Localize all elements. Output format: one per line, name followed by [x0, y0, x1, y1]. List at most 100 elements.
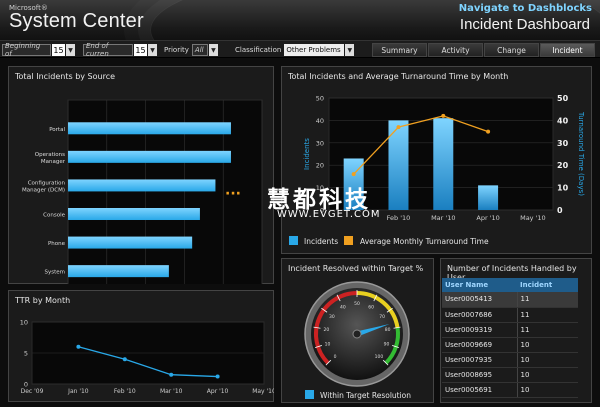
y-axis-label: Incidents — [303, 138, 311, 170]
tab-summary[interactable]: Summary — [372, 43, 427, 57]
gauge-tick — [315, 345, 322, 348]
chart-turnaround: 0 10 20 30 40 50 0 10 20 30 40 50 Incidents Turnaroun… — [289, 94, 585, 246]
x-tick-label: Jan '10 — [67, 388, 89, 395]
tab-incident[interactable]: Incident — [540, 43, 595, 57]
gauge-tick — [373, 294, 378, 302]
cell-incident: 11 — [517, 292, 578, 308]
gauge-tick-label: 60 — [368, 304, 374, 310]
table-row[interactable]: User0009669 10 — [442, 337, 578, 353]
y2-tick-label: 0 — [557, 206, 563, 215]
turnaround-point — [441, 113, 446, 118]
y-tick-label: 0 — [320, 207, 324, 215]
cell-incident: 11 — [517, 307, 578, 323]
end-day[interactable]: 15 — [134, 44, 147, 56]
panel-title-ttr: TTR by Month — [15, 296, 71, 305]
category-label: Configuration — [28, 180, 66, 186]
panel-title-source: Total Incidents by Source — [15, 72, 116, 81]
table-row[interactable]: User0007686 11 — [442, 307, 578, 323]
app-header: Microsoft® System Center Navigate to Das… — [0, 0, 600, 40]
priority-dropdown-icon[interactable]: ▼ — [208, 44, 218, 56]
beginning-date-filter: Beginning of 15 ▼ — [2, 42, 75, 58]
gauge-band — [356, 291, 400, 328]
bar — [478, 185, 499, 210]
gauge-tick-label: 90 — [384, 342, 390, 348]
end-dropdown-icon[interactable]: ▼ — [148, 44, 157, 56]
category-label: Portal — [49, 127, 65, 133]
turnaround-point — [486, 129, 491, 134]
gauge-tick-label: 100 — [375, 354, 384, 360]
end-date-filter: End of curren 15 ▼ — [83, 42, 157, 58]
x-tick-label: Apr '10 — [476, 214, 499, 222]
table-row[interactable]: User0008695 10 — [442, 367, 578, 383]
table-row[interactable]: User0005413 11 — [442, 292, 578, 308]
legend-label-incidents: Incidents — [304, 237, 338, 246]
category-label: Phone — [48, 241, 66, 247]
y-tick-label: 40 — [316, 117, 324, 125]
gauge-tick-label: 20 — [324, 327, 330, 333]
ttr-point — [215, 374, 220, 379]
cell-incident: 10 — [517, 337, 578, 353]
priority-label: Priority — [164, 46, 189, 54]
watermark-logo: ··· — [225, 186, 241, 202]
bar — [388, 120, 409, 210]
y-tick-label: 0 — [24, 381, 28, 389]
x-tick-label: Apr '10 — [207, 388, 229, 395]
gauge-tick-label: 70 — [379, 314, 385, 320]
filter-bar: Beginning of 15 ▼ End of curren 15 ▼ Pri… — [0, 40, 600, 58]
y2-tick-label: 20 — [557, 161, 569, 170]
column-user-name[interactable]: User Name — [442, 278, 517, 292]
classification-select[interactable]: Other Problems — [284, 44, 345, 56]
x-tick-label: May '10 — [252, 388, 274, 395]
gauge-tick-label: 10 — [325, 342, 331, 348]
cell-user: User0008695 — [442, 367, 518, 383]
x-tick-label: Mar '10 — [431, 214, 455, 222]
priority-select[interactable]: All — [191, 44, 208, 56]
x-tick-label: Feb '10 — [387, 214, 411, 222]
legend-label-turnaround: Average Monthly Turnaround Time — [360, 237, 489, 246]
beginning-input[interactable]: Beginning of — [2, 42, 51, 58]
brand-microsoft: Microsoft® — [9, 4, 48, 12]
bar — [68, 179, 216, 192]
category-label: System — [44, 270, 65, 276]
turnaround-point — [396, 125, 401, 130]
priority-filter: Priority All ▼ — [164, 44, 218, 56]
cell-incident: 11 — [517, 322, 578, 338]
y2-tick-label: 10 — [557, 184, 569, 193]
table-row[interactable]: User0009319 11 — [442, 322, 578, 338]
cell-incident: 10 — [517, 367, 578, 383]
tab-change[interactable]: Change — [484, 43, 539, 57]
gauge-tick-label: 80 — [385, 327, 391, 333]
beginning-dropdown-icon[interactable]: ▼ — [66, 44, 75, 56]
navigate-dashblocks-link[interactable]: Navigate to Dashblocks — [458, 3, 592, 14]
users-table: User Name Incident User0005413 11 User000… — [442, 278, 578, 398]
x-tick-label: Feb '10 — [114, 388, 136, 395]
gauge-tick — [382, 359, 389, 366]
gauge-needle — [353, 324, 390, 338]
column-incident[interactable]: Incident — [517, 278, 578, 292]
bar — [68, 265, 169, 278]
gauge-tick-label: 0 — [334, 354, 337, 360]
tab-activity[interactable]: Activity — [428, 43, 483, 57]
cell-user: User0009319 — [442, 322, 518, 338]
gauge-tick — [325, 359, 332, 366]
x-tick-label: Dec '09 — [21, 388, 44, 395]
end-input[interactable]: End of curren — [83, 42, 133, 58]
y-tick-label: 50 — [316, 95, 324, 103]
table-row[interactable]: User0007935 10 — [442, 352, 578, 368]
table-row[interactable]: User0005691 10 — [442, 382, 578, 398]
category-label: Manager (DCM) — [22, 187, 65, 193]
beginning-day[interactable]: 15 — [52, 44, 65, 56]
category-label: Manager — [41, 159, 66, 165]
gauge-tick — [313, 326, 321, 329]
ttr-point — [122, 357, 127, 362]
legend-swatch-target — [305, 390, 314, 399]
y2-tick-label: 30 — [557, 139, 569, 148]
chart-incidents-by-source: 0510152025PortalOperationsManagerConfigu… — [22, 99, 263, 284]
classification-dropdown-icon[interactable]: ▼ — [345, 44, 355, 56]
gauge-tick — [392, 345, 399, 348]
x-tick-label: Mar '10 — [160, 388, 183, 395]
cell-user: User0007935 — [442, 352, 518, 368]
bar — [68, 122, 231, 135]
panel-title-turnaround: Total Incidents and Average Turnaround T… — [288, 72, 509, 81]
x-tick-label: May '10 — [520, 214, 546, 222]
